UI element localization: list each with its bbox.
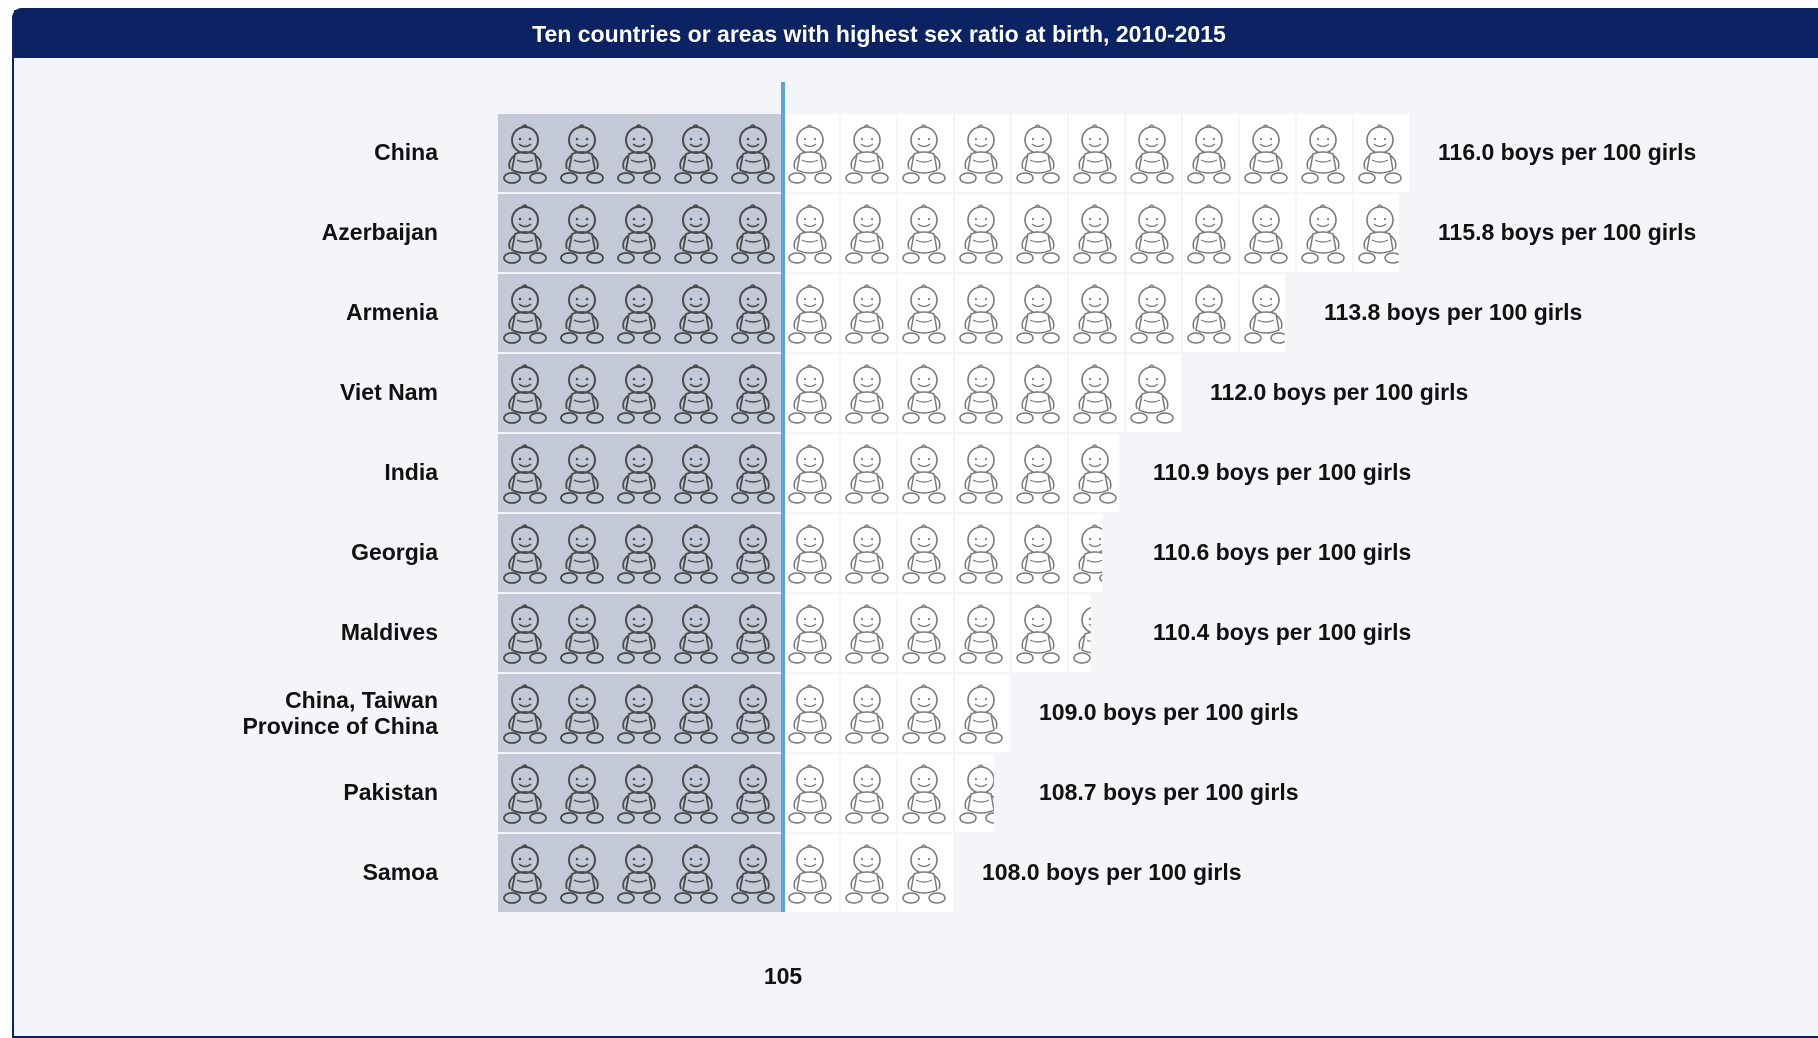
excess-icons	[784, 354, 1181, 432]
country-label: China, Taiwan Province of China	[242, 687, 438, 739]
chart-row: Pakistan 108.7 boys per 100 girls	[343, 754, 1299, 832]
chart-rows: China 116.0 boys per 100 girls Azerbaijan 1…	[242, 114, 1696, 912]
excess-icons	[784, 674, 1010, 752]
excess-icons	[784, 834, 953, 912]
excess-icons	[784, 594, 1091, 672]
value-label: 115.8 boys per 100 girls	[1438, 219, 1696, 245]
value-label: 108.7 boys per 100 girls	[1039, 779, 1299, 805]
value-label: 112.0 boys per 100 girls	[1210, 379, 1468, 405]
chart-row: Azerbaijan 115.8 boys per 100 girls	[322, 194, 1696, 272]
country-label-line: China	[374, 139, 438, 165]
value-label: 110.4 boys per 100 girls	[1153, 619, 1411, 645]
value-label: 116.0 boys per 100 girls	[1438, 139, 1696, 165]
country-label: Armenia	[346, 299, 438, 325]
country-label-line: Pakistan	[343, 779, 438, 805]
country-label-line: Armenia	[346, 299, 438, 325]
value-label: 109.0 boys per 100 girls	[1039, 699, 1299, 725]
chart-row: Maldives 110.4 boys per 100 girls	[341, 594, 1411, 672]
value-label: 110.9 boys per 100 girls	[1153, 459, 1411, 485]
chart-row: Armenia 113.8 boys per 100 girls	[346, 274, 1582, 352]
country-label: Maldives	[341, 619, 438, 645]
country-label-line: Viet Nam	[340, 379, 438, 405]
country-label: India	[384, 459, 438, 485]
value-label: 113.8 boys per 100 girls	[1324, 299, 1582, 325]
excess-icons	[784, 114, 1409, 192]
country-label: China	[374, 139, 438, 165]
reference-label: 105	[764, 963, 803, 989]
excess-icons	[784, 194, 1399, 272]
excess-icons	[784, 754, 994, 832]
excess-icons	[784, 274, 1285, 352]
chart-row: Georgia 110.6 boys per 100 girls	[351, 514, 1411, 592]
country-label-line: India	[384, 459, 438, 485]
country-label-line: Samoa	[363, 859, 439, 885]
country-label: Samoa	[363, 859, 439, 885]
chart-row: China, Taiwan Province of China 109.0 boys…	[242, 674, 1299, 752]
chart-row: India 110.9 boys per 100 girls	[384, 434, 1411, 512]
country-label: Pakistan	[343, 779, 438, 805]
chart-row: Viet Nam 112.0 boys per 100 girls	[340, 354, 1468, 432]
country-label-line: China, Taiwan	[285, 687, 438, 713]
chart-row: China 116.0 boys per 100 girls	[374, 114, 1696, 192]
value-label: 110.6 boys per 100 girls	[1153, 539, 1411, 565]
chart-title: Ten countries or areas with highest sex …	[14, 10, 1818, 58]
country-label-line: Province of China	[242, 713, 438, 739]
country-label: Viet Nam	[340, 379, 438, 405]
value-label: 108.0 boys per 100 girls	[982, 859, 1242, 885]
chart-row: Samoa 108.0 boys per 100 girls	[363, 834, 1242, 912]
country-label-line: Azerbaijan	[322, 219, 438, 245]
country-label: Georgia	[351, 539, 438, 565]
excess-icons	[784, 514, 1103, 592]
country-label-line: Maldives	[341, 619, 438, 645]
country-label-line: Georgia	[351, 539, 438, 565]
excess-icons	[784, 434, 1120, 512]
country-label: Azerbaijan	[322, 219, 438, 245]
